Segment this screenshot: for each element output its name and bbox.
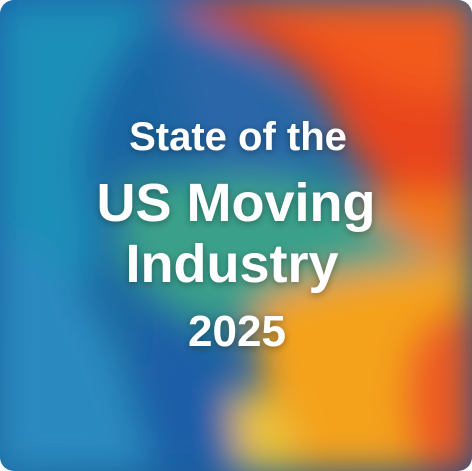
title-line: State of the bbox=[129, 115, 347, 159]
title: State of the US Moving Industry 2025 bbox=[97, 115, 376, 356]
title-line: 2025 bbox=[188, 307, 286, 356]
title-line: US Moving bbox=[97, 173, 376, 233]
title-line: Industry bbox=[125, 234, 338, 294]
